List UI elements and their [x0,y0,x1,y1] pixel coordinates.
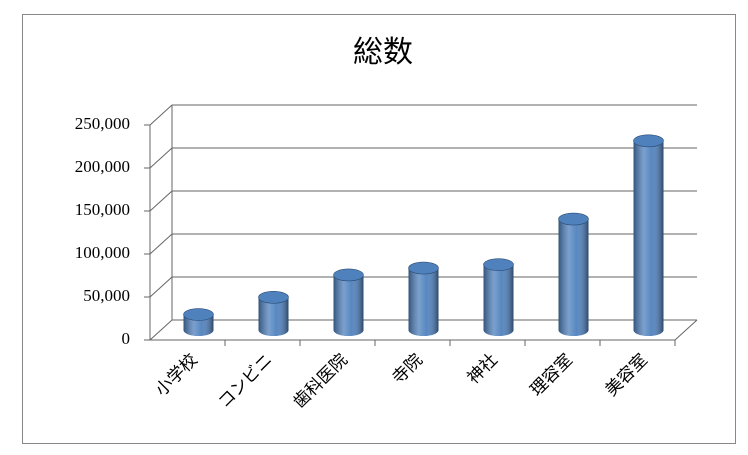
bar-shade [408,268,439,336]
grid-line-side [149,190,173,212]
grid-line-side [149,233,173,255]
bar-shade [333,274,364,336]
bar-top [333,268,364,282]
bar-top [408,261,439,275]
chart-title: 総数 [353,36,413,69]
bar-top [258,291,289,304]
bar-shade [258,297,289,336]
y-tick-label: 50,000 [83,286,130,305]
bar-top [483,258,514,271]
grid-line-side [149,276,173,298]
bar-shade [633,140,664,336]
y-tick-label: 200,000 [75,157,130,176]
grid-line-side [149,319,173,341]
y-tick-label: 0 [122,329,131,348]
bar-shade [558,219,589,336]
grid-line-side [149,147,173,169]
floor-right [674,319,698,341]
chart-border [22,14,736,444]
y-tick-label: 250,000 [75,114,130,133]
bar-shade [483,264,514,336]
bar-top [633,134,664,148]
y-tick-label: 100,000 [75,243,130,262]
bar-top [183,308,214,321]
bar-top [558,212,589,226]
y-tick-label: 150,000 [75,200,130,219]
grid-line-side [149,104,173,126]
